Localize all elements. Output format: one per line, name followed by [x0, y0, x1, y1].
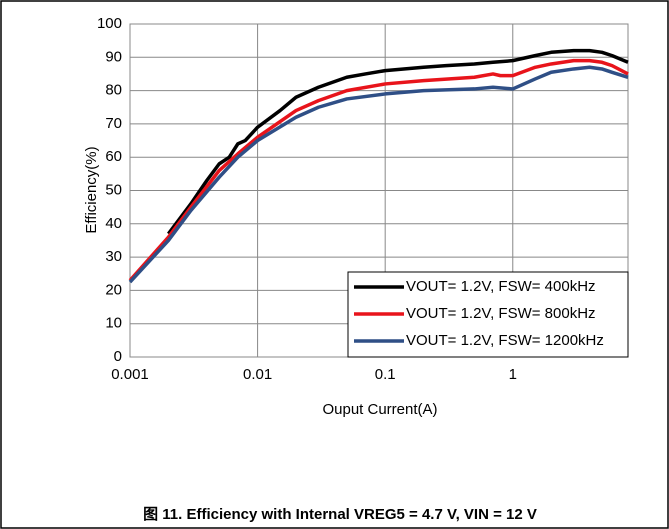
- x-tick-label: 0.001: [111, 366, 149, 383]
- x-axis-label: Ouput Current(A): [322, 401, 437, 418]
- y-tick-label: 20: [105, 281, 122, 298]
- y-tick-label: 0: [114, 348, 122, 365]
- y-tick-label: 70: [105, 115, 122, 132]
- y-tick-label: 50: [105, 181, 122, 198]
- x-tick-label: 1: [509, 366, 517, 383]
- line-series: [128, 58, 629, 282]
- y-tick-label: 80: [105, 82, 122, 99]
- x-tick-label: 0.1: [375, 366, 396, 383]
- y-tick-label: 90: [105, 48, 122, 65]
- y-tick-label: 40: [105, 215, 122, 232]
- y-tick-label: 30: [105, 248, 122, 265]
- y-tick-label: 60: [105, 148, 122, 165]
- legend-label: VOUT= 1.2V, FSW= 400kHz: [406, 278, 596, 295]
- legend-label: VOUT= 1.2V, FSW= 800kHz: [406, 305, 596, 322]
- y-tick-label: 10: [105, 315, 122, 332]
- caption: 图 11. Efficiency with Internal VREG5 = 4…: [143, 506, 537, 523]
- y-tick-label: 100: [97, 15, 122, 32]
- legend-label: VOUT= 1.2V, FSW= 1200kHz: [406, 332, 604, 349]
- y-axis-label: Efficiency(%): [83, 146, 100, 233]
- x-tick-label: 0.01: [243, 366, 272, 383]
- line-series: [128, 65, 629, 284]
- line-series: [167, 48, 629, 235]
